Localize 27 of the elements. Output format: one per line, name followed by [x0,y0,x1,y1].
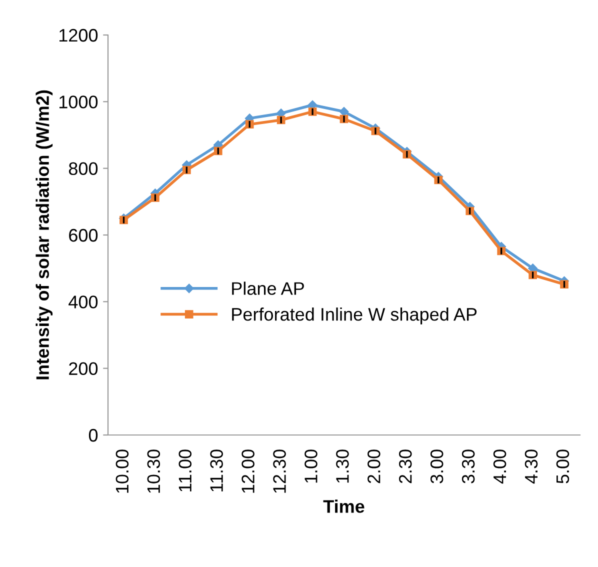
y-tick-label: 1200 [59,28,98,42]
y-tick-label: 1000 [59,96,98,108]
x-tick-label: 2.00 [368,450,380,484]
x-tick-label: 2.30 [398,450,412,484]
x-tick-label: 11.00 [178,450,192,492]
legend-label: Perforated Inline W shaped AP [232,308,477,324]
y-tick-label: 800 [68,162,98,176]
x-tick-label: 10.00 [116,450,129,493]
x-tick-label: 3.00 [430,450,444,484]
x-tick-label: 4.00 [493,450,506,484]
x-tick-label: 11.30 [210,450,223,492]
y-tick-label: 400 [68,296,98,308]
x-tick-label: 1.30 [336,450,349,483]
x-tick-label: 12.00 [242,450,254,493]
x-tick-label: 12.30 [273,450,286,493]
point [339,107,349,116]
legend-label: Plane AP [232,282,304,295]
y-tick-label: 600 [69,228,98,242]
x-tick-label: 3.30 [462,450,475,484]
x-tick-label: 5.00 [556,450,570,484]
x-tick-label: 4.30 [524,450,538,484]
x-tick-label: 10.30 [147,450,160,493]
x-axis-title: Time [323,500,364,513]
y-axis-title: Intensity of solar radiation (W/m2) [36,90,53,380]
y-tick-label: 200 [69,362,98,376]
y-tick-label: 0 [88,428,98,442]
x-tick-label: 1.00 [304,450,318,483]
